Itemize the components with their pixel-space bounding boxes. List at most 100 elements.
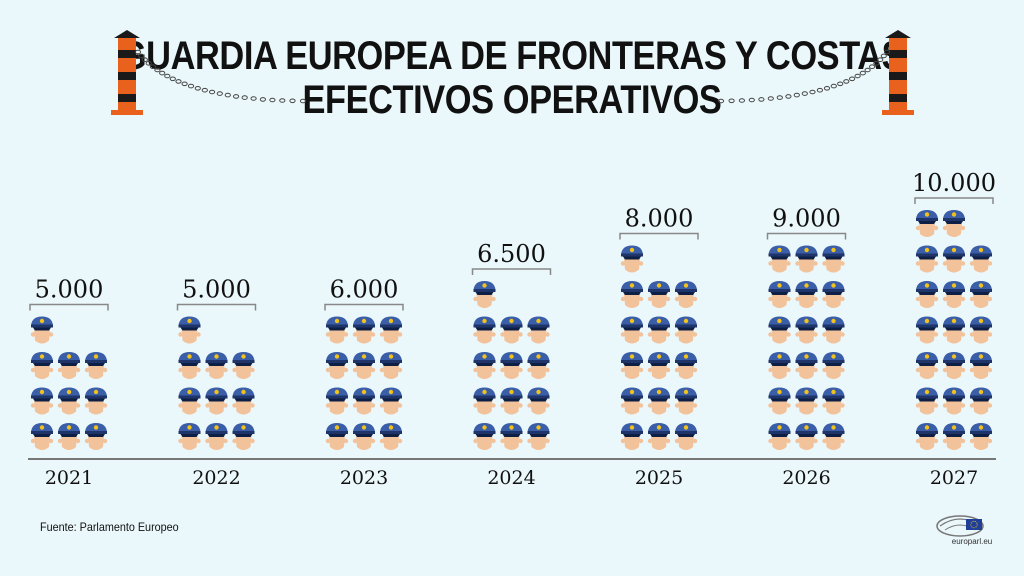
- officer-icon: [500, 352, 523, 379]
- officer-icon: [969, 281, 993, 308]
- officer-icon: [915, 423, 939, 450]
- officer-icon: [473, 352, 496, 379]
- officer-icon: [178, 316, 201, 344]
- officer-icon: [352, 423, 376, 450]
- officer-icon: [620, 281, 644, 308]
- officer-icon: [30, 316, 54, 344]
- officer-icon: [768, 352, 791, 379]
- officer-icon: [822, 387, 845, 415]
- x-tick-label: 2026: [782, 467, 830, 489]
- data-label: 9.000: [772, 205, 841, 233]
- data-label: 8.000: [625, 205, 694, 233]
- x-tick-label: 2022: [192, 467, 240, 489]
- bar-2027: 10.000 2027: [912, 169, 996, 489]
- officer-icon: [942, 387, 966, 415]
- officer-icon: [795, 316, 818, 344]
- officer-icon: [500, 423, 523, 450]
- officer-icon: [178, 423, 201, 450]
- officer-icon: [473, 316, 496, 344]
- officer-icon: [674, 387, 698, 415]
- data-label: 6.000: [330, 276, 399, 304]
- officer-icon: [942, 281, 966, 308]
- officer-icon: [969, 316, 993, 344]
- officer-icon: [205, 423, 228, 450]
- officer-icon: [915, 316, 939, 344]
- officer-icon: [620, 352, 644, 379]
- officer-icon: [30, 423, 54, 450]
- value-bracket: [176, 303, 257, 311]
- officer-icon: [969, 423, 993, 450]
- officer-icon: [969, 352, 993, 379]
- officer-icon: [915, 387, 939, 415]
- x-tick-label: 2025: [635, 467, 683, 489]
- officer-icon: [473, 387, 496, 415]
- officer-icon: [822, 423, 845, 450]
- officer-icon: [57, 423, 81, 450]
- officer-icon: [647, 281, 671, 308]
- officer-icon: [325, 423, 349, 450]
- officer-icon: [768, 387, 791, 415]
- value-bracket: [324, 303, 404, 311]
- officer-icon: [325, 387, 349, 415]
- officer-icon: [178, 352, 201, 379]
- officer-icon: [768, 423, 791, 450]
- officer-icon: [674, 316, 698, 344]
- officer-icon: [674, 281, 698, 308]
- value-bracket: [619, 232, 699, 240]
- bar-2024: 6.500 2024: [471, 240, 552, 489]
- officer-icon: [915, 352, 939, 379]
- border-post-right-icon: [882, 30, 914, 115]
- value-bracket: [471, 268, 552, 275]
- bar-2025: 8.000 2025: [619, 205, 699, 489]
- officer-icon: [795, 245, 818, 273]
- officer-icon: [822, 352, 845, 379]
- officer-icon: [674, 352, 698, 379]
- officer-icon: [379, 316, 403, 344]
- officer-icon: [500, 387, 523, 415]
- x-tick-label: 2023: [340, 467, 388, 489]
- data-label: 5.000: [35, 276, 104, 304]
- bar-2026: 9.000 2026: [766, 205, 847, 489]
- officer-icon: [942, 352, 966, 379]
- officer-icon: [84, 387, 108, 415]
- officer-icon: [822, 281, 845, 308]
- chart-title: GUARDIA EUROPEA DE FRONTERAS Y COSTAS: [119, 34, 905, 78]
- chart-subtitle: EFECTIVOS OPERATIVOS: [302, 78, 722, 122]
- officer-icon: [674, 423, 698, 450]
- officer-icon: [822, 245, 845, 273]
- officer-icon: [352, 387, 376, 415]
- officer-icon: [969, 245, 993, 273]
- value-bracket: [914, 197, 994, 204]
- officer-icon: [915, 281, 939, 308]
- officer-icon: [352, 352, 376, 379]
- officer-icon: [822, 316, 845, 344]
- officer-icon: [647, 387, 671, 415]
- officer-icon: [527, 423, 550, 450]
- officer-icon: [768, 245, 791, 273]
- officer-icon: [232, 352, 255, 379]
- chain-left-icon: [134, 49, 307, 104]
- officer-icon: [57, 387, 81, 415]
- officer-icon: [915, 210, 939, 237]
- officer-icon: [620, 245, 644, 273]
- officer-icon: [473, 281, 496, 308]
- officer-icon: [473, 423, 496, 450]
- officer-icon: [942, 245, 966, 273]
- value-bracket: [766, 232, 847, 240]
- bar-2021: 5.000 2021: [29, 276, 109, 489]
- value-bracket: [29, 303, 109, 311]
- officer-icon: [942, 423, 966, 450]
- officer-icon: [942, 316, 966, 344]
- officer-icon: [325, 352, 349, 379]
- officer-icon: [795, 423, 818, 450]
- officer-icon: [232, 423, 255, 450]
- officer-icon: [84, 423, 108, 450]
- officer-icon: [500, 316, 523, 344]
- officer-icon: [30, 352, 54, 379]
- officer-icon: [84, 352, 108, 379]
- officer-icon: [647, 352, 671, 379]
- officer-icon: [915, 245, 939, 273]
- data-label: 10.000: [912, 169, 996, 197]
- officer-icon: [795, 352, 818, 379]
